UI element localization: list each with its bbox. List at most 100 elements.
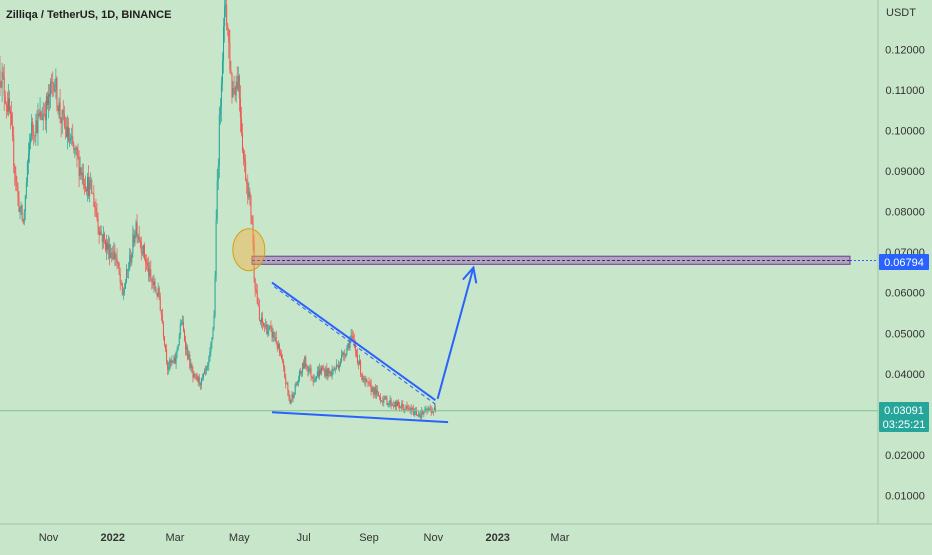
resistance-price-badge [879,254,929,270]
candle-body [413,411,415,415]
projection-arrowhead [462,265,478,284]
candle-body [116,257,118,262]
candle-body [325,368,327,376]
candle-body [92,193,94,195]
candle-body [137,235,139,237]
candle-body [175,352,177,364]
candle-body [337,365,339,369]
last-price-badge [879,402,929,432]
candle-body [166,349,168,362]
candle-body [22,219,24,223]
candle-body [366,379,368,382]
candle-body [12,124,14,137]
candle-body [29,143,31,155]
candle-body [321,367,323,374]
candle-body [147,262,149,266]
candle-body [180,323,182,325]
candle-body [386,398,388,406]
candle-body [151,278,153,283]
candle-body [45,96,47,121]
currency-label: USDT [886,7,916,19]
candle-body [278,344,280,354]
highlight-circle[interactable] [232,228,266,272]
candle-body [228,29,230,43]
candle-body [343,352,345,355]
candle-body [63,114,65,126]
candle-body [52,82,54,84]
candle-body [314,379,316,381]
candle-body [423,412,425,415]
candle-body [27,154,29,162]
candle-body [341,355,343,362]
candle-body [192,370,194,378]
candle-body [349,339,351,348]
candle-body [161,314,163,324]
candle-body [186,347,188,350]
candle-body [383,399,385,403]
price-tick-label: 0.02000 [885,450,925,462]
candle-body [110,252,112,259]
candle-body [129,255,131,269]
candle-body [323,369,325,371]
candle-body [169,359,171,368]
candle-body [410,408,412,412]
candle-body [324,370,326,376]
candle-body [196,375,198,381]
candle-body [293,394,295,398]
candle-body [18,197,20,212]
candle-body [122,292,124,295]
candle-body [16,182,18,187]
candle-body [68,126,70,141]
wedge-lower-trendline[interactable] [271,411,449,424]
candle-body [35,120,37,137]
candle-body [396,401,398,407]
candle-body [376,390,378,392]
candle-body [237,75,239,90]
time-tick-label: Nov [424,532,444,544]
candle-body [374,387,376,395]
time-axis-area[interactable] [0,524,932,550]
candle-body [433,407,435,412]
candle-body [89,181,91,196]
last-price-text: 0.03091 [884,405,924,417]
candle-body [276,343,278,349]
candle-body [247,183,249,198]
projection-arrow[interactable] [436,267,475,400]
candle-body [240,118,242,134]
candle-body [401,404,403,408]
candle-body [56,78,58,108]
candle-body [328,368,330,374]
candle-body [282,359,284,362]
candle-body [7,98,9,112]
candle-body [61,109,63,123]
candle-body [232,88,234,98]
candle-body [190,364,192,368]
candle-body [391,404,393,406]
candle-body [225,4,227,7]
candle-body [132,234,134,254]
candle-body [204,370,206,374]
candle-body [375,390,377,395]
candle-body [206,366,208,371]
wedge-upper-trendline[interactable] [271,281,436,402]
candle-body [64,125,66,128]
candle-body [266,324,268,335]
candle-body [124,282,126,289]
candle-body [20,205,22,208]
candle-body [105,242,107,251]
candle-body [145,258,146,263]
candle-body [336,364,338,366]
candle-body [308,370,310,372]
resistance-zone[interactable] [251,255,851,265]
candle-body [415,410,417,415]
candle-body [273,331,275,338]
candle-body [291,394,293,400]
candle-body [212,328,214,338]
candle-body [187,347,189,359]
bar-countdown-text: 03:25:21 [883,419,926,431]
wedge-upper-dashed-line[interactable] [273,286,436,405]
candle-body [233,88,235,90]
candle-body [143,244,145,259]
